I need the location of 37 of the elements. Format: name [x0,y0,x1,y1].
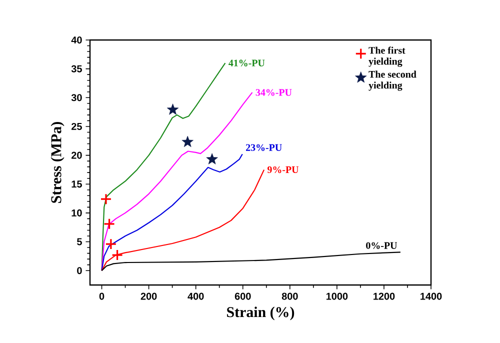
point [182,136,194,148]
y-tick-label: 30 [71,94,82,102]
y-tick-label: 10 [72,209,82,216]
x-tick-label: 0 [99,292,104,300]
x-tick-label: 1000 [326,292,348,300]
y-tick-label: 35 [71,65,82,72]
series-label: 0%-PU [366,242,398,249]
y-tick-label: 20 [71,152,82,159]
series-label: 23%-PU [246,144,282,151]
x-tick-label: 200 [140,292,157,300]
x-tick-label: 600 [234,292,251,300]
point [104,218,116,230]
y-tick-label: 5 [77,238,82,246]
y-tick-label: 0 [77,267,82,274]
legend-label: The first yielding [368,46,406,67]
x-tick-label: 800 [282,292,298,300]
y-tick-label: 40 [71,36,82,44]
point [112,249,124,261]
y-axis-title: Stress (MPa) [50,122,64,203]
x-tick-label: 1200 [374,292,395,300]
point [206,153,218,164]
x-axis-title: Strain (%) [227,306,294,320]
point [105,238,117,250]
line-series [101,169,265,272]
series-label: 34%-PU [256,89,292,96]
series-label: 41%-PU [228,60,265,66]
legend-label: The second yielding [368,70,416,91]
point [166,104,179,115]
line-series [101,154,243,272]
series-label: 9%-PU [267,166,299,174]
point [100,193,112,205]
x-tick-label: 400 [188,292,204,300]
line-series [101,62,226,272]
line-series [101,252,401,272]
y-tick-label: 25 [71,122,82,130]
x-tick-label: 1400 [420,292,442,300]
y-tick-label: 15 [72,180,82,188]
